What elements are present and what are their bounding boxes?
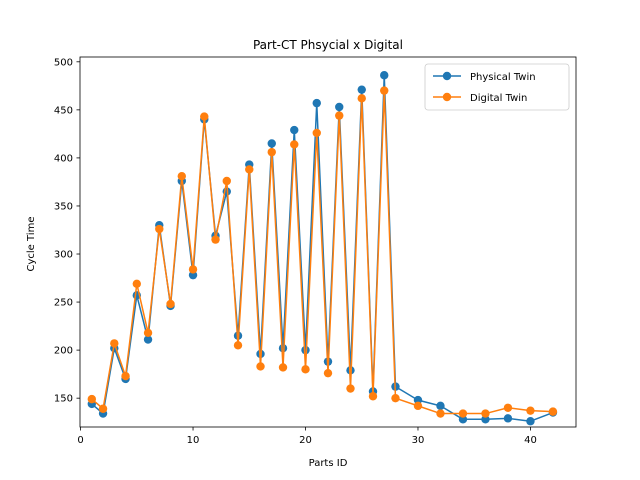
data-point (301, 345, 310, 355)
data-point (312, 98, 321, 108)
data-point (98, 404, 108, 413)
data-point (312, 128, 321, 138)
data-point (278, 363, 288, 372)
data-point (391, 393, 400, 403)
y-tick-label: 150 (54, 394, 73, 405)
data-point (368, 392, 378, 401)
y-tick-label: 300 (54, 250, 73, 261)
data-point (481, 415, 490, 424)
data-point (211, 235, 220, 244)
data-point (503, 414, 513, 423)
data-point (166, 299, 175, 309)
data-point (458, 409, 468, 418)
data-point (436, 401, 445, 411)
data-point (267, 139, 276, 148)
y-tick-label: 500 (54, 57, 73, 68)
data-point (121, 371, 130, 381)
data-point (256, 362, 265, 371)
data-point (335, 102, 344, 112)
data-point (323, 368, 333, 378)
y-tick-label: 400 (54, 153, 73, 164)
x-axis-label: Parts ID (309, 458, 348, 469)
data-point (357, 85, 366, 94)
data-point (380, 71, 389, 80)
data-point (233, 341, 243, 350)
data-point (110, 339, 119, 348)
data-point (177, 171, 186, 181)
data-point (155, 224, 164, 234)
data-point (413, 395, 423, 405)
x-tick-label: 0 (77, 435, 83, 446)
legend: Physical Twin Digital Twin (424, 63, 570, 111)
data-point (278, 343, 288, 353)
data-point (301, 365, 310, 374)
data-point (436, 409, 445, 418)
data-point (357, 94, 366, 103)
data-point (143, 328, 153, 338)
axes-frame (79, 56, 577, 428)
legend-label: Physical Twin (470, 72, 536, 83)
data-point (222, 176, 231, 186)
data-point (458, 415, 468, 424)
data-point (346, 384, 355, 393)
data-point (481, 409, 490, 418)
x-tick-label: 30 (412, 435, 425, 446)
data-point (200, 112, 209, 121)
plot-area (79, 56, 577, 428)
legend-marker (442, 92, 452, 102)
data-point (503, 403, 513, 412)
data-point (245, 165, 254, 174)
y-axis: 150 200 250 300 350 400 450 500 (54, 57, 80, 405)
data-point (526, 417, 535, 426)
data-point (87, 394, 97, 404)
chart-title: Part-CT Phsycial x Digital (253, 38, 403, 52)
data-point (132, 279, 141, 289)
y-axis-label: Cycle Time (26, 217, 37, 272)
data-point (290, 140, 299, 149)
data-point (380, 86, 389, 95)
y-tick-label: 350 (54, 201, 73, 212)
y-tick-label: 450 (54, 105, 73, 116)
data-point (335, 111, 344, 120)
data-point (267, 147, 276, 157)
x-tick-label: 20 (299, 435, 312, 446)
legend-marker (442, 71, 452, 81)
y-tick-label: 200 (54, 346, 73, 357)
legend-label: Digital Twin (470, 93, 527, 104)
x-tick-label: 40 (524, 435, 537, 446)
data-point (143, 335, 153, 344)
data-point (526, 406, 535, 415)
x-axis: 0 10 20 30 40 (77, 427, 537, 446)
data-point (548, 407, 558, 416)
data-point (188, 270, 198, 280)
y-tick-label: 250 (54, 298, 73, 309)
data-point (188, 265, 198, 274)
data-point (413, 401, 423, 411)
data-point (290, 125, 299, 135)
x-tick-label: 10 (187, 435, 200, 446)
